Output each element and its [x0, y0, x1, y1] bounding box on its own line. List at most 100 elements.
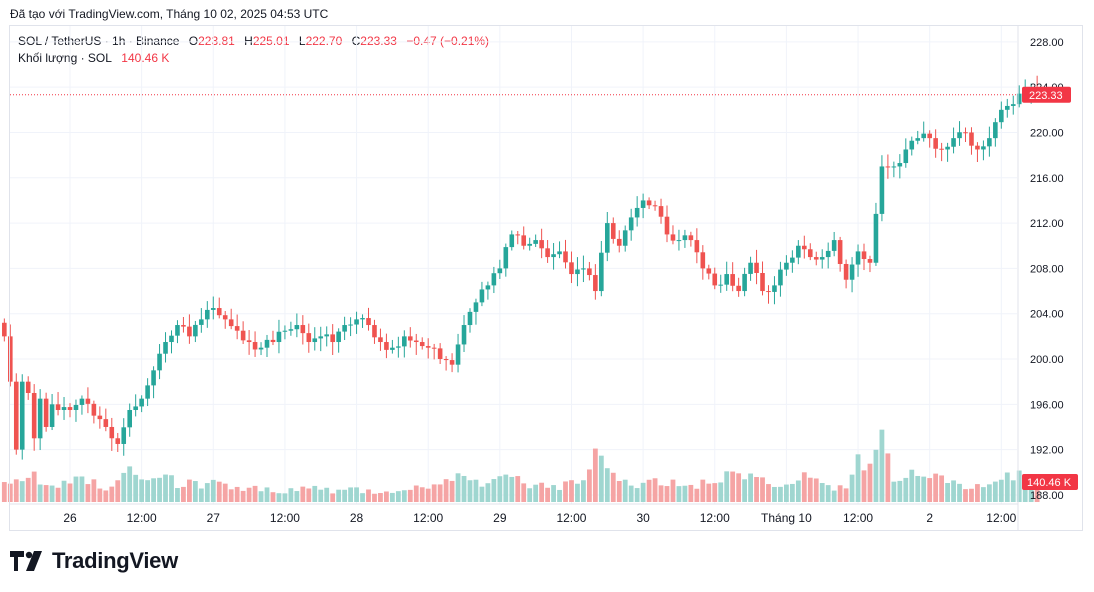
candle [694, 228, 700, 264]
candle-body [384, 342, 389, 350]
volume-bar [288, 488, 294, 502]
volume-bar [545, 487, 550, 502]
candle-body [19, 381, 25, 450]
candle-body [31, 392, 37, 439]
candle-body [951, 138, 956, 147]
volume-bar [13, 479, 19, 502]
candle-body [234, 326, 240, 331]
candle [796, 240, 801, 265]
candle-body [712, 273, 718, 286]
candle-body [157, 353, 162, 371]
volume-bar [706, 483, 712, 502]
candle [276, 319, 282, 354]
candle [790, 250, 795, 273]
candle-body [533, 240, 538, 244]
volume-bar [157, 477, 162, 502]
candle [431, 343, 437, 360]
candle [927, 130, 932, 148]
volume-bar [79, 476, 85, 502]
volume-bar [151, 478, 156, 502]
time-tick-label: 26 [63, 511, 77, 525]
candle-body [575, 269, 580, 275]
volume-bar [497, 476, 503, 502]
candle-body [748, 262, 753, 274]
volume-bar [127, 466, 133, 502]
candle-body [933, 138, 938, 149]
close-value: 223.33 [360, 34, 397, 48]
candle-body [228, 319, 234, 327]
candle [599, 240, 604, 297]
candle-body [813, 257, 819, 260]
candle [390, 339, 395, 354]
tradingview-logo-icon [10, 551, 42, 571]
candle-body [210, 308, 216, 310]
candle [658, 198, 664, 224]
volume-bar [539, 482, 545, 502]
candle [843, 259, 849, 289]
candle-body [121, 427, 127, 444]
candle [497, 259, 503, 280]
volume-bar [473, 479, 479, 502]
candle-body [97, 415, 103, 420]
candle [103, 408, 109, 432]
candle [981, 140, 986, 161]
candle-body [754, 262, 759, 274]
candle [187, 314, 192, 344]
candle [13, 373, 19, 455]
volume-bar [515, 476, 521, 502]
volume-bar [330, 493, 336, 502]
candle [640, 193, 646, 219]
candle [282, 325, 288, 340]
symbol-name[interactable]: SOL / TetherUS · 1h · Binance [18, 34, 180, 48]
candle [784, 255, 789, 276]
candle [813, 251, 819, 266]
candle-body [837, 240, 843, 264]
volume-bar [258, 491, 264, 502]
candle-body [903, 149, 909, 164]
volume-label[interactable]: Khối lượng · SOL [18, 51, 112, 65]
candle [1004, 98, 1010, 118]
volume-bar [1010, 480, 1016, 502]
volume-bar [354, 487, 359, 502]
candle [688, 231, 694, 247]
candle-body [151, 370, 156, 386]
candle [306, 323, 312, 353]
time-tick-label: 12:00 [127, 511, 157, 525]
volume-bar [807, 477, 813, 502]
candle [425, 338, 431, 359]
candle [67, 403, 73, 418]
candle [849, 257, 855, 293]
candle [473, 298, 479, 325]
candle-body [605, 223, 610, 253]
price-chart[interactable]: 228.00224.00220.00216.00212.00208.00204.… [0, 0, 1094, 540]
candle-body [372, 325, 377, 338]
volume-bar [145, 480, 151, 502]
candle [855, 244, 861, 277]
last-price-label: 223.33 [1029, 90, 1063, 102]
open-label: O [188, 34, 199, 48]
candle-body [975, 145, 980, 150]
candle-body [730, 274, 735, 286]
candle [258, 342, 264, 356]
price-tick-label: 212.00 [1030, 218, 1064, 230]
volume-bar [831, 490, 837, 502]
time-tick-label: 30 [636, 511, 650, 525]
candle-body [885, 166, 891, 168]
volume-bar [348, 487, 353, 502]
volume-bar [754, 477, 759, 502]
candle-body [354, 319, 359, 325]
candle-body [461, 325, 467, 345]
volume-bar [407, 489, 413, 502]
volume-bar [204, 483, 210, 502]
volume-bar [640, 482, 646, 502]
price-tick-label: 192.00 [1030, 445, 1064, 457]
candle [527, 237, 532, 251]
volume-bar [676, 486, 682, 502]
volume-bar [610, 472, 616, 502]
candle-body [133, 406, 138, 410]
volume-bar [682, 485, 688, 502]
tradingview-logo[interactable]: TradingView [10, 548, 178, 574]
candle-body [569, 262, 574, 275]
candle-body [127, 409, 132, 428]
candle-body [616, 238, 622, 246]
